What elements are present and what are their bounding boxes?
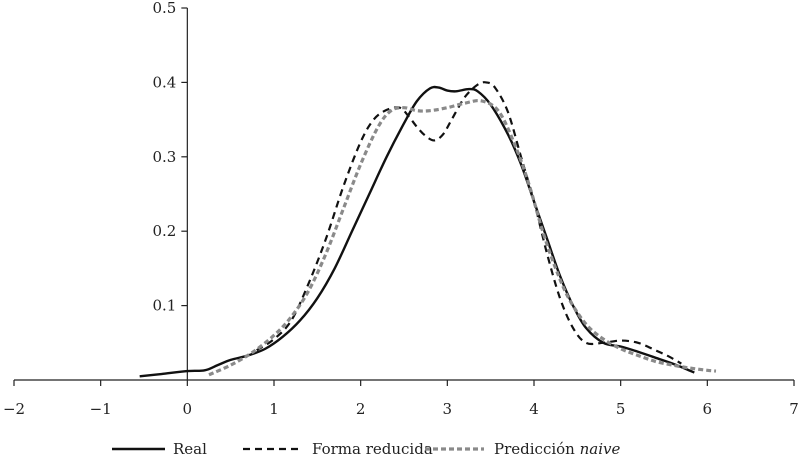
x-tick-label: 3 — [443, 400, 453, 418]
x-tick-label: 4 — [529, 400, 539, 418]
x-tick-label: 5 — [616, 400, 626, 418]
x-tick-label: 1 — [269, 400, 279, 418]
axes — [13, 7, 795, 386]
y-tick-label: 0.3 — [152, 148, 176, 166]
y-tick-label: 0.5 — [152, 0, 176, 17]
legend-label-part: Predicción — [494, 440, 580, 458]
y-tick-label: 0.1 — [152, 297, 176, 315]
legend-label: Forma reducida — [312, 440, 433, 458]
legend-label-italic-part: naive — [580, 440, 621, 458]
x-tick-label: −1 — [90, 400, 112, 418]
x-tick-label: 6 — [703, 400, 713, 418]
x-tick-label: −2 — [3, 400, 25, 418]
legend-item-real: Real — [112, 440, 207, 458]
tick-labels: −2 −1 0 1 2 3 4 5 6 7 0.1 0.2 0.3 0.4 0.5 — [3, 0, 799, 418]
y-tick-label: 0.4 — [152, 73, 176, 91]
legend-item-forma-reducida: Forma reducida — [243, 440, 433, 458]
legend: Real Forma reducida Predicción naive — [112, 440, 620, 458]
y-tick-label: 0.2 — [152, 222, 176, 240]
prediccion-naive-series-line — [208, 98, 717, 377]
real-series-line — [139, 85, 695, 378]
forma-reducida-series-line — [256, 81, 682, 365]
x-tick-label: 0 — [183, 400, 193, 418]
legend-item-prediccion-naive: Predicción naive — [425, 440, 620, 458]
legend-label: Real — [173, 440, 207, 458]
legend-label: Predicción naive — [494, 440, 620, 458]
x-tick-label: 7 — [789, 400, 799, 418]
series-lines — [139, 81, 717, 378]
x-tick-label: 2 — [356, 400, 366, 418]
